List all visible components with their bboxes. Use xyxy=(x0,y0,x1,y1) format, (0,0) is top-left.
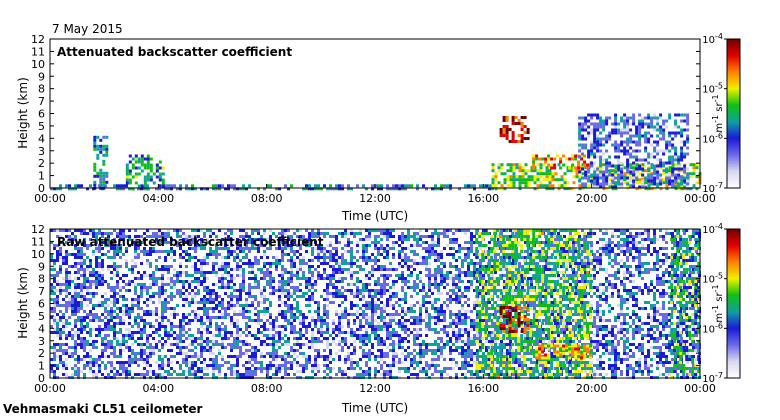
x-tick-label: 12:00 xyxy=(359,192,391,205)
y-tick-label: 4 xyxy=(38,322,45,335)
colorbar-tick-label: 10-4 xyxy=(702,32,723,46)
feature-cloud xyxy=(499,116,530,143)
colorbar-tick-label: 10-6 xyxy=(702,321,723,335)
feature-cloud-layer xyxy=(532,154,593,170)
colorbar-tick-label: 10-6 xyxy=(702,131,723,145)
heatmap-image xyxy=(50,229,701,379)
y-tick-label: 12 xyxy=(31,33,45,46)
colorbar-tick-label: 10-7 xyxy=(702,181,723,195)
feature-surface-layer xyxy=(50,184,497,191)
colorbar-scale xyxy=(726,38,741,189)
feature-ice-cloud xyxy=(578,113,690,189)
x-axis-ticks: 00:00 04:00 08:00 12:00 16:00 20:00 00:00 xyxy=(34,184,716,205)
colorbar-label: m-1 sr-1 xyxy=(711,94,725,132)
y-tick-label: 2 xyxy=(38,157,45,170)
y-tick-label: 9 xyxy=(38,260,45,273)
colorbar-tick-label: 10-7 xyxy=(702,371,723,385)
x-tick-label: 20:00 xyxy=(576,382,608,395)
x-tick-label: 04:00 xyxy=(142,192,174,205)
x-tick-label: 16:00 xyxy=(467,192,499,205)
y-tick-label: 3 xyxy=(38,335,45,348)
colorbar: 10-4 10-5 10-6 10-7 m-1 sr-1 xyxy=(702,222,741,385)
panel-attenuated-backscatter: Attenuated backscatter coefficient 01234… xyxy=(16,32,741,223)
y-tick-label: 3 xyxy=(38,145,45,158)
y-tick-label: 1 xyxy=(38,170,45,183)
y-tick-label: 0 xyxy=(38,372,45,385)
x-axis-ticks: 00:00 04:00 08:00 12:00 16:00 20:00 00:00 xyxy=(34,374,716,395)
x-tick-label: 00:00 xyxy=(684,382,716,395)
colorbar-tick-label: 10-4 xyxy=(702,222,723,236)
y-tick-label: 7 xyxy=(38,95,45,108)
x-tick-label: 00:00 xyxy=(684,192,716,205)
date-label: 7 May 2015 xyxy=(52,22,123,36)
y-tick-label: 5 xyxy=(38,310,45,323)
x-tick-label: 08:00 xyxy=(251,192,283,205)
y-tick-label: 6 xyxy=(38,298,45,311)
panel-title: Attenuated backscatter coefficient xyxy=(57,45,292,59)
y-tick-label: 8 xyxy=(38,273,45,286)
x-axis-label: Time (UTC) xyxy=(341,401,408,415)
feature-background-noise xyxy=(50,229,701,379)
y-tick-label: 0 xyxy=(38,182,45,195)
y-tick-label: 11 xyxy=(31,235,45,248)
y-tick-label: 7 xyxy=(38,285,45,298)
colorbar-tick-label: 10-5 xyxy=(702,82,723,96)
y-tick-label: 10 xyxy=(31,58,45,71)
y-tick-label: 12 xyxy=(31,223,45,236)
feature-cloud-layer xyxy=(532,344,593,360)
colorbar-label: m-1 sr-1 xyxy=(711,284,725,322)
colorbar: 10-4 10-5 10-6 10-7 m-1 sr-1 xyxy=(702,32,741,195)
colorbar-scale xyxy=(726,228,741,379)
heatmap-image xyxy=(50,113,702,191)
y-axis-label: Height (km) xyxy=(16,267,30,338)
y-tick-label: 10 xyxy=(31,248,45,261)
y-tick-label: 8 xyxy=(38,83,45,96)
x-tick-label: 04:00 xyxy=(142,382,174,395)
x-tick-label: 08:00 xyxy=(251,382,283,395)
panel-raw-attenuated-backscatter: Raw attenuated backscatter coefficient 0… xyxy=(16,222,741,415)
x-tick-label: 12:00 xyxy=(359,382,391,395)
y-tick-label: 6 xyxy=(38,108,45,121)
x-tick-label: 00:00 xyxy=(34,192,66,205)
y-tick-label: 5 xyxy=(38,120,45,133)
y-tick-label: 1 xyxy=(38,360,45,373)
feature-cloud xyxy=(499,306,530,333)
x-tick-label: 00:00 xyxy=(34,382,66,395)
feature-aerosol-plume xyxy=(93,135,109,190)
x-tick-label: 20:00 xyxy=(576,192,608,205)
panel-title: Raw attenuated backscatter coefficient xyxy=(57,235,324,249)
y-axis-label: Height (km) xyxy=(16,77,30,148)
footer-label: Vehmasmaki CL51 ceilometer xyxy=(3,402,203,416)
colorbar-tick-label: 10-5 xyxy=(702,272,723,286)
y-tick-label: 2 xyxy=(38,347,45,360)
x-tick-label: 16:00 xyxy=(467,382,499,395)
feature-aerosol-layer xyxy=(125,154,165,191)
y-tick-label: 4 xyxy=(38,132,45,145)
y-tick-label: 11 xyxy=(31,45,45,58)
x-axis-label: Time (UTC) xyxy=(341,209,408,223)
y-tick-label: 9 xyxy=(38,70,45,83)
feature-daytime-noise xyxy=(475,229,593,379)
